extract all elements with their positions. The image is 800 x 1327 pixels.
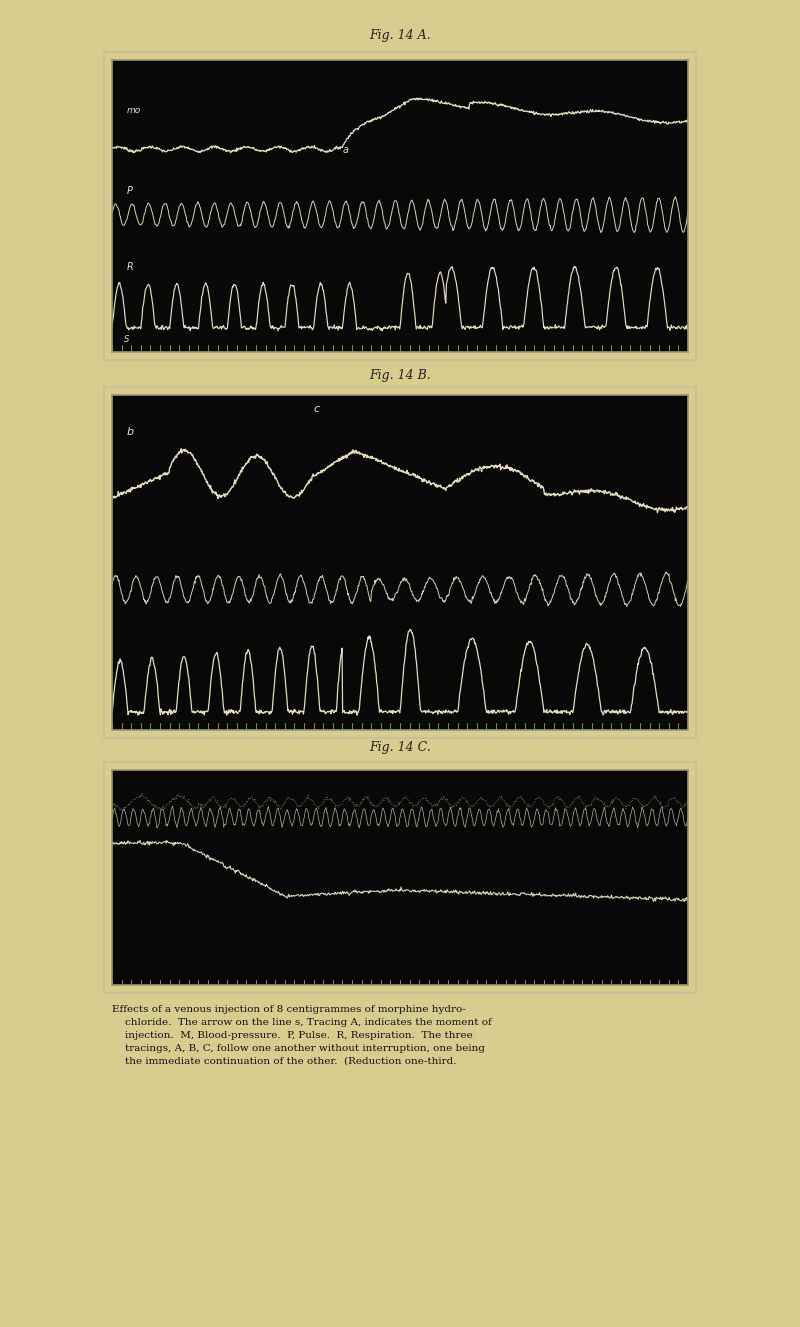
Text: Fig. 14 B.: Fig. 14 B. xyxy=(369,369,431,381)
Text: Fig. 14 C.: Fig. 14 C. xyxy=(369,742,431,755)
Text: a: a xyxy=(342,146,349,155)
Text: c: c xyxy=(314,403,320,414)
Text: mo: mo xyxy=(126,106,141,114)
Text: R: R xyxy=(126,263,133,272)
Text: Effects of a venous injection of 8 centigrammes of morphine hydro-
    chloride.: Effects of a venous injection of 8 centi… xyxy=(112,1005,492,1066)
Text: Fig. 14 A.: Fig. 14 A. xyxy=(369,28,431,41)
Text: b: b xyxy=(126,427,134,437)
Text: S: S xyxy=(123,334,129,344)
Text: P: P xyxy=(126,186,132,196)
